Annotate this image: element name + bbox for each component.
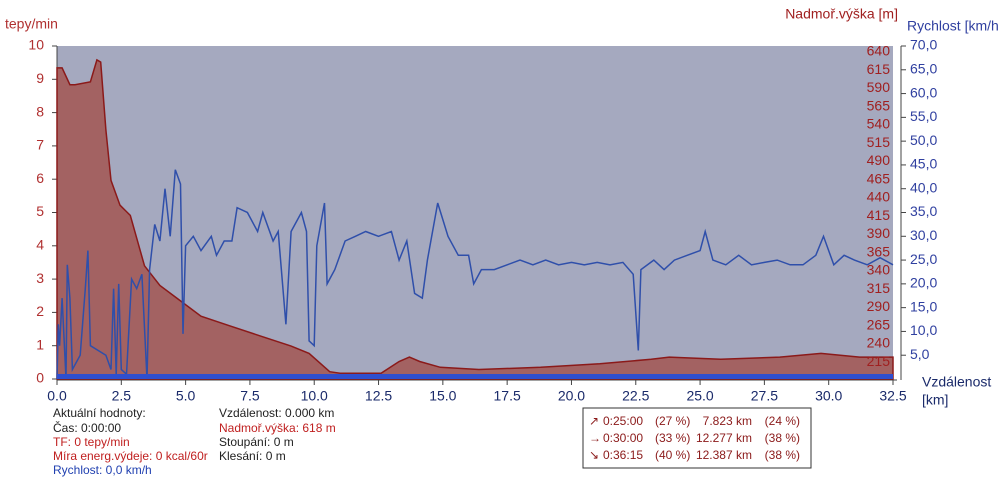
y3-tick-label: 40,0 — [910, 179, 937, 195]
x-tick-label: 0.0 — [47, 388, 67, 404]
y2-tick-label: 440 — [867, 189, 891, 205]
elevation-area — [56, 58, 894, 380]
summary-cell: 0:36:15 — [603, 448, 643, 462]
summary-cell: 0:25:00 — [603, 414, 643, 428]
summary-cell: 0:30:00 — [603, 431, 643, 445]
y-axis-title: tepy/min — [5, 16, 58, 32]
x-tick-label: 7.5 — [240, 388, 260, 404]
y2-tick-label: 590 — [867, 79, 891, 95]
summary-cell: (33 %) — [655, 431, 690, 445]
y3-tick-label: 5,0 — [910, 346, 930, 362]
x-tick-label: 22.5 — [622, 388, 649, 404]
info-speed: Rychlost: 0,0 km/h — [53, 463, 152, 477]
y2-tick-label: 265 — [867, 316, 891, 332]
y-tick-label: 1 — [36, 336, 44, 352]
baseline-bar — [57, 374, 893, 379]
y3-tick-label: 15,0 — [910, 298, 937, 314]
info-heart-rate: TF: 0 tepy/min — [53, 435, 130, 449]
y2-tick-label: 415 — [867, 207, 891, 223]
y2-axis-title: Nadmoř.výška [m] — [785, 6, 898, 22]
y-tick-label: 3 — [36, 270, 44, 286]
y2-tick-label: 290 — [867, 298, 891, 314]
x-tick-label: 20.0 — [558, 388, 585, 404]
summary-cell: 7.823 km — [703, 414, 752, 428]
info-elevation: Nadmoř.výška: 618 m — [219, 421, 336, 435]
x-axis-title: Vzdálenost — [922, 374, 991, 390]
summary-cell: (40 %) — [655, 448, 690, 462]
x-axis-unit: [km] — [922, 392, 948, 408]
y-tick-label: 5 — [36, 203, 44, 219]
y-tick-label: 6 — [36, 170, 44, 186]
y3-tick-label: 20,0 — [910, 275, 937, 291]
x-tick-label: 17.5 — [494, 388, 521, 404]
y3-tick-label: 65,0 — [910, 60, 937, 76]
summary-cell: (27 %) — [655, 414, 690, 428]
y2-tick-label: 365 — [867, 243, 891, 259]
y3-tick-label: 55,0 — [910, 108, 937, 124]
y-tick-label: 10 — [28, 37, 44, 53]
y3-tick-label: 60,0 — [910, 84, 937, 100]
summary-cell: ↘ — [589, 448, 599, 462]
summary-cell: 12.387 km — [696, 448, 752, 462]
summary-cell: (38 %) — [765, 431, 800, 445]
y3-tick-label: 70,0 — [910, 37, 937, 53]
y2-tick-label: 240 — [867, 335, 891, 351]
summary-cell: → — [589, 431, 601, 445]
y3-tick-label: 25,0 — [910, 251, 937, 267]
y3-tick-label: 50,0 — [910, 132, 937, 148]
y-tick-label: 7 — [36, 137, 44, 153]
summary-box — [582, 407, 812, 469]
y2-tick-label: 340 — [867, 262, 891, 278]
y2-tick-label: 615 — [867, 61, 891, 77]
y3-axis-title: Rychlost [km/h — [907, 18, 999, 34]
y-tick-label: 2 — [36, 303, 44, 319]
info-descent: Klesání: 0 m — [219, 449, 286, 463]
x-tick-label: 27.5 — [751, 388, 778, 404]
y3-tick-label: 35,0 — [910, 203, 937, 219]
x-tick-label: 30.0 — [815, 388, 842, 404]
speed-line — [56, 169, 894, 380]
x-tick-label: 10.0 — [301, 388, 328, 404]
info-ascent: Stoupání: 0 m — [219, 435, 294, 449]
summary-cell: (24 %) — [765, 414, 800, 428]
y2-tick-label: 390 — [867, 225, 891, 241]
x-tick-label: 25.0 — [686, 388, 713, 404]
summary-cell: ↗ — [589, 414, 599, 428]
y2-tick-label: 515 — [867, 134, 891, 150]
y-tick-label: 8 — [36, 103, 44, 119]
y2-tick-label: 315 — [867, 280, 891, 296]
y3-tick-label: 45,0 — [910, 156, 937, 172]
y-tick-label: 4 — [36, 237, 44, 253]
info-energy: Míra energ.výdeje: 0 kcal/60r — [53, 449, 208, 463]
summary-cell: (38 %) — [765, 448, 800, 462]
y3-tick-label: 10,0 — [910, 322, 937, 338]
info-distance: Vzdálenost: 0.000 km — [219, 406, 334, 420]
x-tick-label: 12.5 — [365, 388, 392, 404]
y-tick-label: 0 — [36, 370, 44, 386]
summary-cell: 12.277 km — [696, 431, 752, 445]
y2-tick-label: 540 — [867, 116, 891, 132]
y-tick-label: 9 — [36, 70, 44, 86]
x-tick-label: 5.0 — [176, 388, 196, 404]
y2-tick-label: 215 — [867, 353, 891, 369]
x-tick-label: 2.5 — [112, 388, 132, 404]
x-tick-label: 32.5 — [879, 388, 906, 404]
y3-tick-label: 30,0 — [910, 227, 937, 243]
info-heading: Aktuální hodnoty: — [53, 406, 146, 420]
y2-tick-label: 490 — [867, 152, 891, 168]
info-time: Čas: 0:00:00 — [53, 420, 121, 435]
y2-tick-label: 565 — [867, 97, 891, 113]
x-tick-label: 15.0 — [429, 388, 456, 404]
y2-tick-label: 465 — [867, 170, 891, 186]
y2-tick-label: 640 — [867, 43, 891, 59]
